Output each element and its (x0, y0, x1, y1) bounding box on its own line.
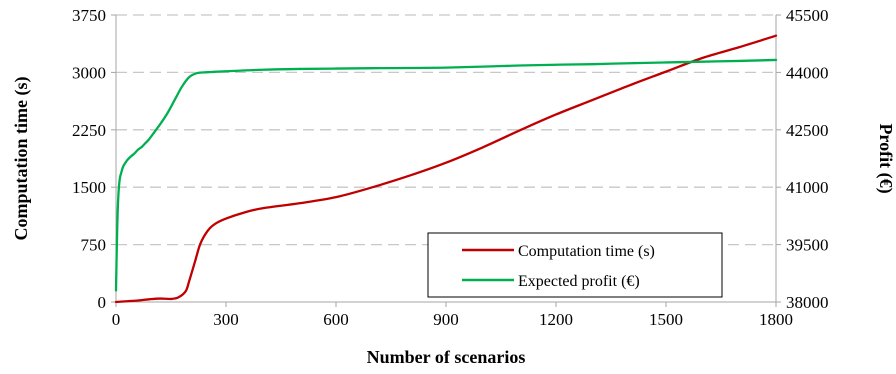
x-tick-label: 1500 (649, 310, 683, 329)
y-axis-title: Computation time (s) (11, 77, 32, 241)
y2-tick-label: 39500 (786, 236, 829, 255)
x-tick-label: 900 (433, 310, 459, 329)
x-tick-label: 600 (323, 310, 349, 329)
legend-label-computation-time: Computation time (s) (518, 243, 655, 260)
x-axis-title: Number of scenarios (367, 347, 526, 367)
y-tick-label: 3000 (72, 63, 106, 82)
y2-axis-title: Profit (€) (875, 123, 896, 193)
x-tick-labels: 0 300 600 900 1200 1500 1800 (112, 302, 793, 329)
y-tick-label: 750 (81, 236, 107, 255)
x-tick-label: 0 (112, 310, 121, 329)
series-line-computation-time (114, 34, 778, 304)
legend: Computation time (s) Expected profit (€) (427, 232, 723, 298)
y2-tick-labels: 38000 39500 41000 42500 44000 45500 (776, 6, 829, 312)
y-tick-label: 2250 (72, 121, 106, 140)
x-tick-label: 1800 (759, 310, 793, 329)
legend-label-expected-profit: Expected profit (€) (518, 273, 640, 290)
legend-box (427, 232, 723, 298)
series-line-expected-profit (114, 58, 778, 292)
y2-tick-label: 41000 (786, 178, 829, 197)
y-tick-label: 0 (98, 293, 107, 312)
y2-tick-label: 42500 (786, 121, 829, 140)
x-tick-label: 1200 (539, 310, 573, 329)
gridlines (116, 14, 776, 246)
x-tick-label: 300 (213, 310, 239, 329)
y2-tick-label: 45500 (786, 6, 829, 25)
y-tick-label: 3750 (72, 6, 106, 25)
y2-tick-label: 44000 (786, 63, 829, 82)
y-tick-label: 1500 (72, 178, 106, 197)
y2-tick-label: 38000 (786, 293, 829, 312)
series-lines (114, 34, 778, 304)
y-tick-labels: 0 750 1500 2250 3000 3750 (72, 6, 116, 312)
